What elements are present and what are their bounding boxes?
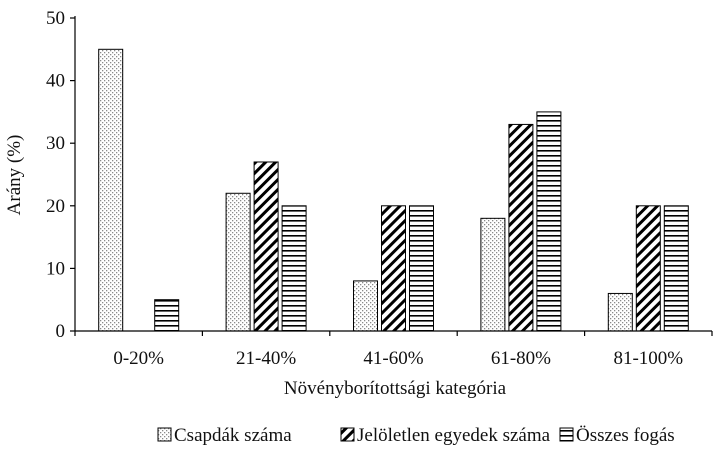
y-tick-label: 20 [46,196,65,217]
bar-horizontal-2 [409,205,434,332]
bar-diagonal-4 [635,205,661,332]
bar-diagonal-3 [508,123,534,332]
bar-horizontal-3 [536,111,562,332]
legend: Csapdák száma Jelöletlen egyedek száma Ö… [157,425,675,446]
x-tick-label: 81-100% [613,348,683,369]
bar-dots-2 [353,280,378,332]
legend-swatch-csapdak [157,427,172,442]
bar-dots-3 [480,217,506,332]
x-axis-title: Növényborítottsági kategória [284,378,507,399]
y-tick-label: 50 [46,8,65,29]
bar-diagonal-2 [381,205,406,332]
bar-horizontal-4 [663,205,689,332]
y-tick-label: 0 [56,321,66,342]
plot-area: 0 10 20 30 40 50 0-20% 21-40% 41-60% 61-80% 81-100… [46,8,713,369]
legend-label-csapdak: Csapdák száma [174,425,292,446]
bar-dots-4 [607,292,633,332]
bar-diagonal-1 [253,161,279,332]
x-tick-label: 61-80% [491,348,551,369]
bar-horizontal-0 [154,299,180,332]
y-axis-title: Arány (%) [4,135,25,216]
legend-label-jeloletlen: Jelöletlen egyedek száma [357,425,551,446]
bar-dots-0 [98,48,124,332]
x-tick-label: 0-20% [113,348,164,369]
bar-horizontal-1 [281,205,307,332]
x-tick-label: 21-40% [236,348,296,369]
legend-label-osszes: Összes fogás [576,425,675,446]
bar-dots-1 [225,192,251,332]
y-tick-label: 10 [46,258,65,279]
y-tick-label: 30 [46,133,65,154]
y-tick-label: 40 [46,71,65,92]
legend-swatch-osszes [559,427,574,442]
legend-swatch-jeloletlen [340,427,355,442]
x-tick-label: 41-60% [363,348,423,369]
